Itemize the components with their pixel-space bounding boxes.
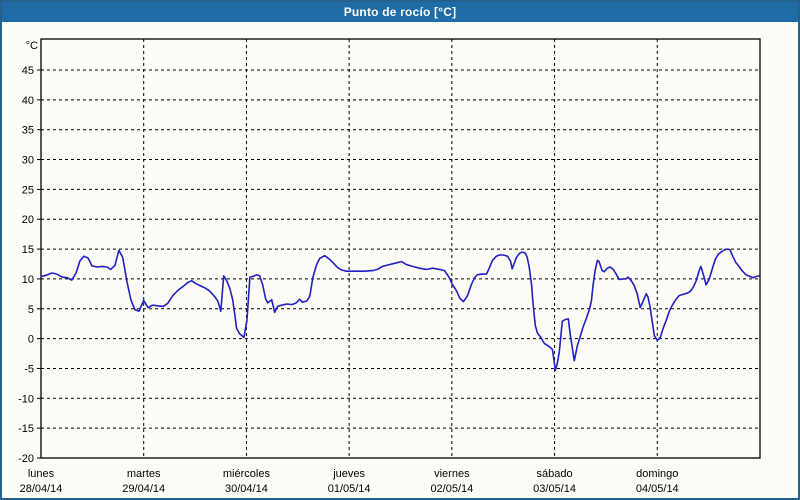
y-tick-label: -15 [18,423,34,435]
day-date-label: 03/05/14 [533,483,576,495]
y-tick-label: 5 [28,304,34,316]
day-name-label: sábado [537,468,573,480]
y-tick-label: 10 [22,274,34,286]
day-date-label: 04/05/14 [636,483,679,495]
chart-area: 45 40 35 30 25 20 15 10 5 0 -5 -10 -15 -20 °C lunes 28/0… [2,22,798,498]
y-tick-label: 40 [22,95,34,107]
y-axis-unit-label: °C [26,40,38,52]
y-tick-label: 30 [22,155,34,167]
day-name-label: miércoles [223,468,271,480]
day-date-label: 29/04/14 [122,483,165,495]
dew-point-line [40,248,760,372]
day-date-label: 01/05/14 [328,483,371,495]
y-tick-label: 45 [22,65,34,77]
y-tick-label: 35 [22,125,34,137]
day-date-label: 02/05/14 [430,483,473,495]
day-date-label: 30/04/14 [225,483,268,495]
y-tick-label: 20 [22,214,34,226]
y-tick-label: -10 [18,393,34,405]
day-name-label: domingo [636,468,678,480]
day-date-label: 28/04/14 [20,483,63,495]
day-name-label: martes [127,468,161,480]
day-name-label: jueves [332,468,365,480]
day-name-label: lunes [28,468,55,480]
day-name-label: viernes [434,468,470,480]
plot-border [40,38,761,459]
dew-point-chart: 45 40 35 30 25 20 15 10 5 0 -5 -10 -15 -20 °C lunes 28/0… [18,38,761,495]
y-tick-label: -5 [24,363,34,375]
chart-title: Punto de rocío [°C] [343,5,457,19]
y-tick-label: 25 [22,184,34,196]
y-tick-label: -20 [18,453,34,465]
y-tick-label: 15 [22,244,34,256]
y-tick-label: 0 [28,334,34,346]
chart-title-bar: Punto de rocío [°C] [2,2,798,22]
